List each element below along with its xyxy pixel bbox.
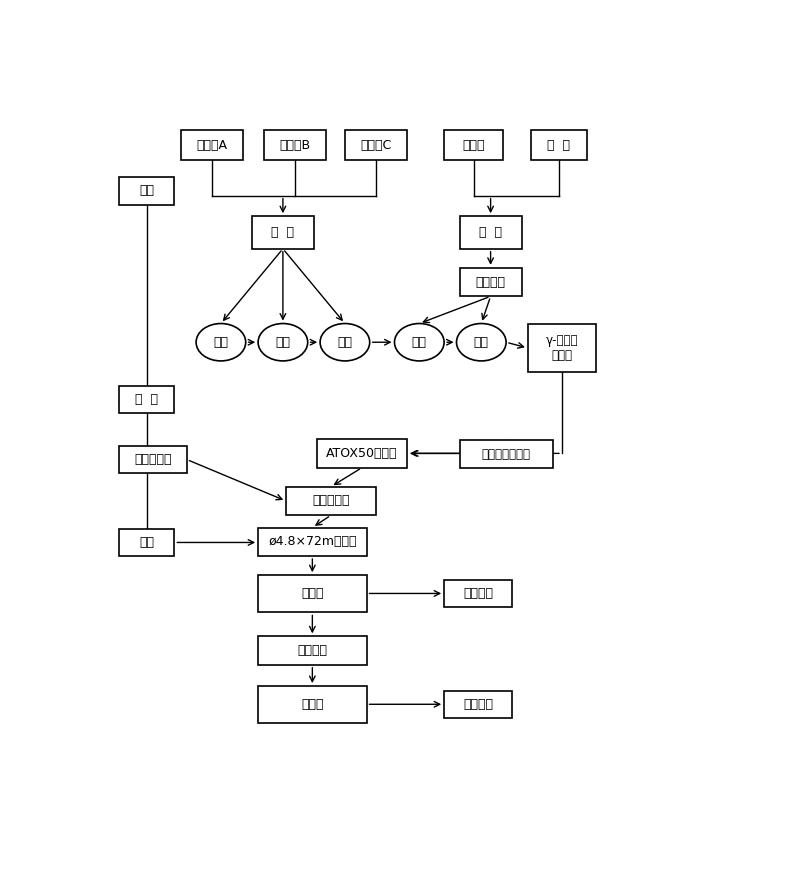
Bar: [459, 441, 553, 468]
Ellipse shape: [320, 323, 370, 361]
Text: 破  碎: 破 碎: [479, 226, 502, 239]
Bar: [118, 446, 187, 473]
Text: γ-射线在
线配料: γ-射线在 线配料: [546, 334, 578, 362]
Text: 水泥出厂: 水泥出厂: [463, 698, 493, 711]
Text: 预均化堆场: 预均化堆场: [134, 453, 171, 466]
Bar: [345, 130, 407, 161]
Bar: [258, 686, 366, 723]
Text: 储库: 储库: [474, 336, 489, 349]
Bar: [258, 527, 366, 556]
Text: ATOX50型立磨: ATOX50型立磨: [326, 447, 398, 460]
Text: ø4.8×72m旋转窑: ø4.8×72m旋转窑: [268, 535, 357, 548]
Bar: [444, 691, 512, 718]
Text: 页  岩: 页 岩: [547, 139, 570, 152]
Bar: [459, 268, 522, 297]
Ellipse shape: [258, 323, 308, 361]
Text: 堆  棚: 堆 棚: [135, 393, 158, 406]
Text: 铁矿石: 铁矿石: [462, 139, 485, 152]
Bar: [181, 130, 242, 161]
Bar: [444, 130, 503, 161]
Bar: [118, 386, 174, 413]
Bar: [264, 130, 326, 161]
Bar: [258, 637, 366, 665]
Text: 石灰石A: 石灰石A: [196, 139, 227, 152]
Ellipse shape: [196, 323, 246, 361]
Bar: [531, 130, 586, 161]
Text: 水泥库: 水泥库: [301, 698, 323, 711]
Bar: [118, 529, 174, 556]
Text: 生料均化库: 生料均化库: [312, 494, 350, 508]
Bar: [444, 580, 512, 607]
Ellipse shape: [394, 323, 444, 361]
Bar: [528, 323, 596, 373]
Text: 通窑尾废气烘干: 通窑尾废气烘干: [482, 448, 530, 461]
Text: 原煤: 原煤: [139, 185, 154, 198]
Bar: [317, 439, 407, 468]
Text: 均化堆场: 均化堆场: [475, 275, 506, 289]
Bar: [459, 216, 522, 249]
Bar: [258, 575, 366, 613]
Bar: [286, 487, 376, 516]
Text: 储库: 储库: [412, 336, 427, 349]
Text: 熟料出厂: 熟料出厂: [463, 587, 493, 600]
Text: 熟料库: 熟料库: [301, 587, 323, 600]
Bar: [118, 177, 174, 205]
Text: 右灰石B: 右灰石B: [280, 139, 311, 152]
Text: 水泥粉磨: 水泥粉磨: [298, 644, 327, 657]
Text: 右灰石C: 右灰石C: [360, 139, 391, 152]
Text: 储库: 储库: [275, 336, 290, 349]
Text: 储库: 储库: [338, 336, 352, 349]
Text: 储库: 储库: [214, 336, 229, 349]
Text: 煤磨: 煤磨: [139, 536, 154, 549]
Ellipse shape: [457, 323, 506, 361]
Bar: [252, 216, 314, 249]
Text: 破  碎: 破 碎: [271, 226, 294, 239]
